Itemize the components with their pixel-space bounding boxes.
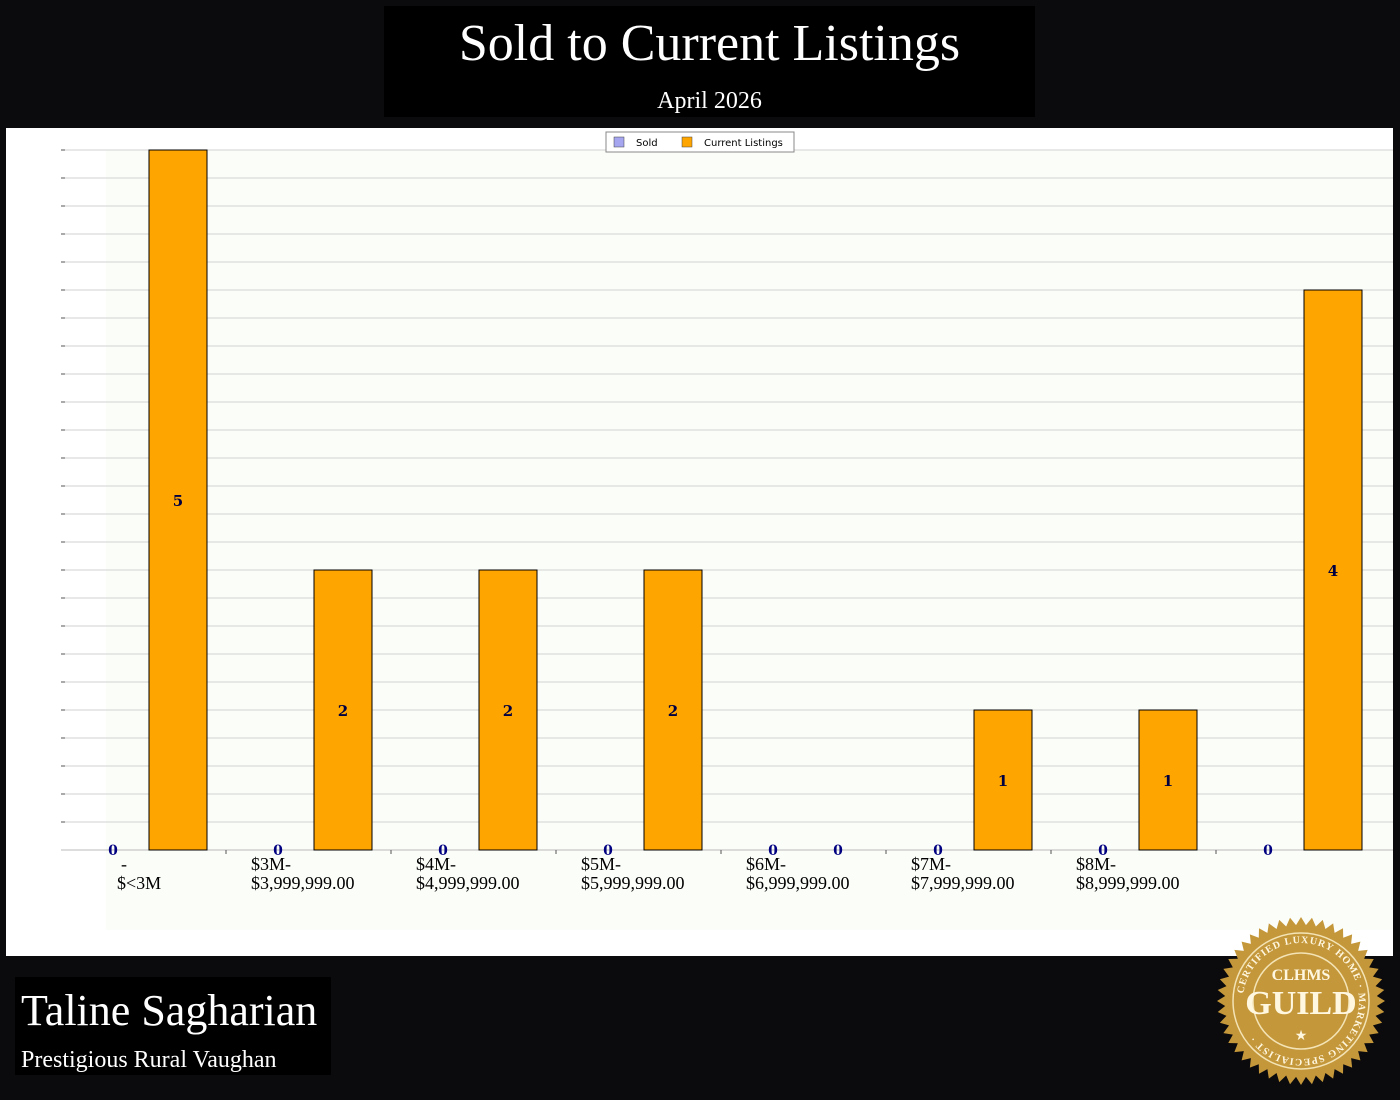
data-label-current-listings: 1 xyxy=(998,772,1008,790)
agent-area: Prestigious Rural Vaughan xyxy=(21,1047,277,1073)
x-tick-label: $6,999,999.00 xyxy=(746,873,850,893)
svg-text:CLHMS: CLHMS xyxy=(1272,967,1331,984)
data-label-sold: 0 xyxy=(108,843,118,859)
bar-current-listings xyxy=(148,149,208,851)
data-label-current-listings: 1 xyxy=(1163,772,1173,790)
title-box: Sold to Current Listings April 2026 xyxy=(384,6,1035,117)
data-label-sold: 0 xyxy=(1263,843,1273,859)
data-label-sold: 0 xyxy=(438,843,448,859)
bar-current-listings xyxy=(1138,709,1198,851)
legend-label-current-listings: Current Listings xyxy=(704,138,783,149)
data-label-sold: 0 xyxy=(768,843,778,859)
x-tick-label: $5M- xyxy=(581,854,621,874)
x-tick-label: $5,999,999.00 xyxy=(581,873,685,893)
svg-text:★: ★ xyxy=(1295,1028,1308,1044)
x-tick-label: $3,999,999.00 xyxy=(251,873,355,893)
x-tick-label: $3M- xyxy=(251,854,291,874)
bar-current-listings xyxy=(643,569,703,851)
svg-text:GUILD: GUILD xyxy=(1245,985,1356,1022)
x-tick-label: $6M- xyxy=(746,854,786,874)
chart-subtitle: April 2026 xyxy=(657,88,762,114)
bar-current-listings xyxy=(313,569,373,851)
x-tick-label: - xyxy=(121,854,127,874)
x-tick-label: $<3M xyxy=(117,873,161,893)
x-tick-label: $4M- xyxy=(416,854,456,874)
bar-chart: 0 5 0 2 0 2 0 2 0 0 0 1 0 1 0 4 -$<3M $3M-$3,999,999.00 $… xyxy=(61,131,1393,930)
x-tick-label: $7,999,999.00 xyxy=(911,873,1015,893)
x-tick-label: $4,999,999.00 xyxy=(416,873,520,893)
data-label-sold: 0 xyxy=(1098,843,1108,859)
legend: Sold Current Listings xyxy=(605,131,795,153)
data-label-sold: 0 xyxy=(933,843,943,859)
x-tick-label: $7M- xyxy=(911,854,951,874)
data-label-sold: 0 xyxy=(603,843,613,859)
x-tick-label: $8,999,999.00 xyxy=(1076,873,1180,893)
chart-panel: 0 5 0 2 0 2 0 2 0 0 0 1 0 1 0 4 - $<3M $3M- $3,999,999.00 $… xyxy=(6,128,1393,956)
data-label-current-listings: 2 xyxy=(668,702,678,720)
data-label-sold: 0 xyxy=(273,843,283,859)
agent-box: Taline Sagharian Prestigious Rural Vaugh… xyxy=(15,977,331,1075)
data-label-current-listings: 4 xyxy=(1328,562,1338,580)
legend-swatch-current-listings xyxy=(681,136,693,148)
data-label-current-listings: 2 xyxy=(338,702,348,720)
data-label-current-listings: 0 xyxy=(833,843,843,859)
bar-current-listings xyxy=(478,569,538,851)
x-tick-label: $8M- xyxy=(1076,854,1116,874)
bar-current-listings xyxy=(973,709,1033,851)
clhms-guild-seal-logo: CERTIFIED LUXURY HOME · MARKETING SPECIA… xyxy=(1217,917,1385,1085)
data-label-current-listings: 2 xyxy=(503,702,513,720)
agent-name: Taline Sagharian xyxy=(21,986,318,1035)
legend-swatch-sold xyxy=(613,136,625,148)
bar-current-listings xyxy=(1303,289,1363,851)
chart-title: Sold to Current Listings xyxy=(458,15,961,72)
data-label-current-listings: 5 xyxy=(173,492,183,510)
legend-label-sold: Sold xyxy=(636,138,658,149)
